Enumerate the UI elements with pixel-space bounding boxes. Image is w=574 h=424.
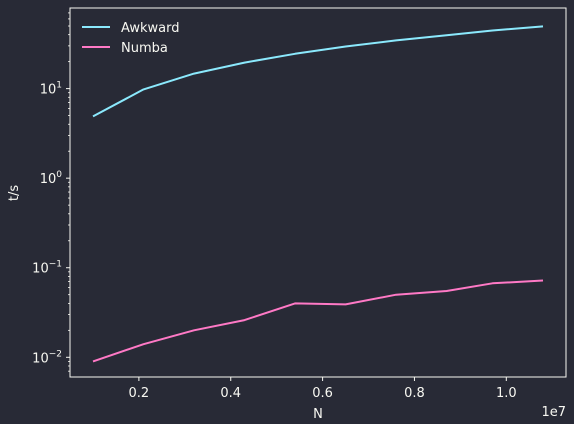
plot-area-frame [69, 7, 567, 378]
y-axis-ticks: 10−2 10−1 100 101 [32, 12, 70, 372]
series-line-numba [92, 279, 544, 363]
x-axis-label: N [313, 407, 323, 422]
x-tick-label: 0.2 [129, 386, 150, 401]
y-tick-label: 100 [40, 170, 63, 187]
legend-label: Numba [121, 41, 168, 56]
y-tick-label: 10−1 [32, 260, 62, 277]
x-tick-label: 1.0 [496, 386, 517, 401]
x-tick-label: 0.6 [312, 386, 333, 401]
legend-label: Awkward [121, 21, 180, 36]
x-tick-label: 0.8 [404, 386, 425, 401]
y-tick-label: 101 [40, 81, 62, 98]
series-line-awkward [92, 25, 544, 118]
y-tick-label: 10−2 [32, 349, 62, 366]
legend: Awkward Numba [82, 21, 180, 56]
x-axis-offset-text: 1e7 [541, 405, 566, 420]
x-tick-label: 0.4 [220, 386, 241, 401]
series-lines [92, 25, 544, 363]
x-axis-ticks: 0.2 0.4 0.6 0.8 1.0 [129, 377, 517, 401]
y-axis-label: t/s [7, 185, 22, 201]
